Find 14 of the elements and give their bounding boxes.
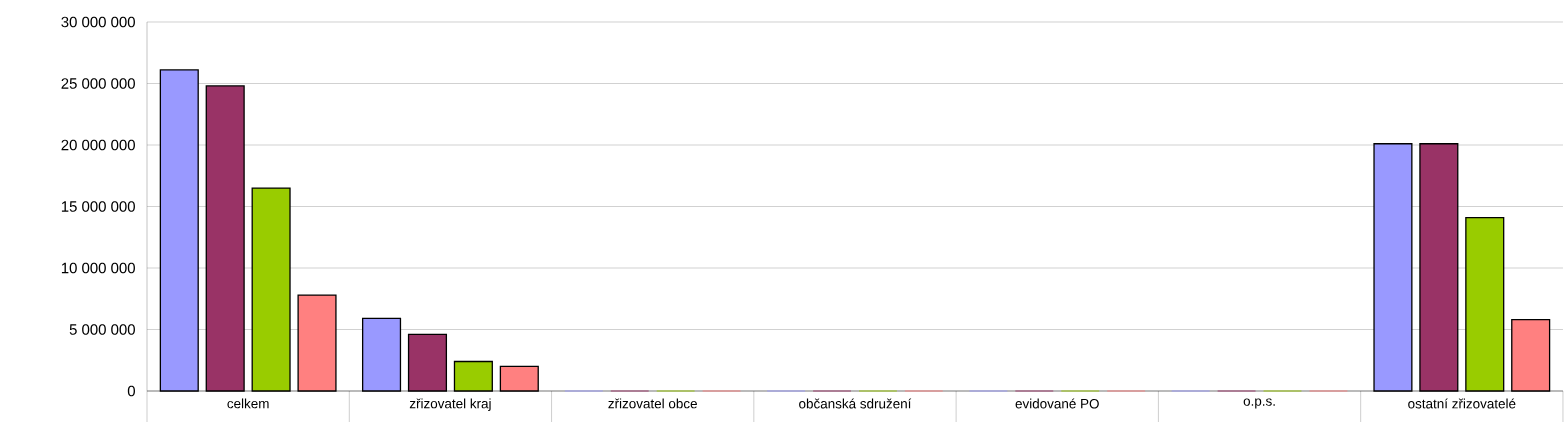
y-tick-label: 0 (127, 385, 135, 397)
y-tick-label: 30 000 000 (61, 16, 135, 28)
x-tick-label: zřizovatel kraj (409, 398, 491, 412)
y-tick-label: 25 000 000 (61, 78, 135, 89)
y-tick-label: 15 000 000 (61, 201, 135, 212)
y-tick-label: 10 000 000 (61, 262, 135, 274)
y-tick-label: 5 000 000 (69, 324, 135, 335)
x-tick-label: ostatní zřizovatelé (1408, 398, 1516, 409)
x-tick-label: zřizovatel obce (608, 398, 697, 409)
x-tick-label: občanská sdružení (799, 398, 912, 409)
x-tick-label: celkem (227, 398, 269, 409)
x-tick-label: o.p.s. (1243, 398, 1275, 409)
x-tick-label: evidované PO (1015, 398, 1099, 409)
y-tick-label: 20 000 000 (61, 139, 135, 151)
